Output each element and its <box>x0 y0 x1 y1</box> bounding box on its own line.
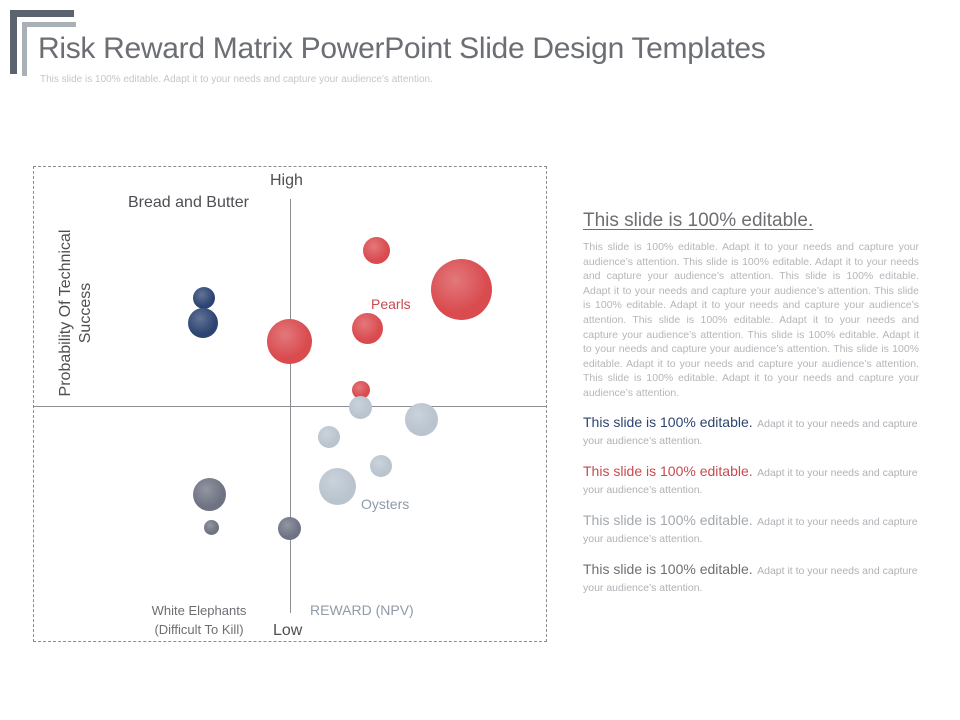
legend-item-3: This slide is 100% editable. Adapt it to… <box>583 511 919 548</box>
legend-item-4: This slide is 100% editable. Adapt it to… <box>583 560 919 597</box>
bubble-navy <box>188 308 218 338</box>
bubble-light-gray <box>370 455 392 477</box>
legend-item-2: This slide is 100% editable. Adapt it to… <box>583 462 919 499</box>
corner-accent <box>22 22 76 27</box>
panel-body-text: This slide is 100% editable. Adapt it to… <box>583 241 919 399</box>
item-heading: This slide is 100% editable. <box>583 511 753 528</box>
quadrant-label-white-elephants: White Elephants (Difficult To Kill) <box>151 603 247 637</box>
bubble-light-gray <box>349 396 372 419</box>
risk-reward-matrix: High Low Bread and Butter Pearls Oysters… <box>33 166 547 642</box>
slide-title: Risk Reward Matrix PowerPoint Slide Desi… <box>38 32 766 65</box>
bubble-red <box>267 319 312 364</box>
legend-item-1: This slide is 100% editable. Adapt it to… <box>583 413 919 450</box>
item-heading: This slide is 100% editable. <box>583 560 753 577</box>
horizontal-axis <box>34 406 546 407</box>
x-axis-label: REWARD (NPV) <box>310 602 414 618</box>
corner-accent <box>10 10 17 74</box>
item-text: Adapt it to your needs and capture your … <box>583 515 918 546</box>
high-label: High <box>270 172 303 189</box>
bubble-red <box>352 381 370 399</box>
bubble-red <box>363 237 390 264</box>
item-text: Adapt it to your needs and capture your … <box>583 466 918 497</box>
slide-subtitle: This slide is 100% editable. Adapt it to… <box>40 74 433 85</box>
quadrant-label-oysters: Oysters <box>361 496 410 512</box>
bubble-red <box>431 259 492 320</box>
item-text: Adapt it to your needs and capture your … <box>583 564 918 595</box>
quadrant-label-bread-and-butter: Bread and Butter <box>128 194 249 211</box>
panel-heading: This slide is 100% editable. <box>583 210 814 231</box>
bubble-dark-gray <box>204 520 219 535</box>
item-text: Adapt it to your needs and capture your … <box>583 417 918 448</box>
y-axis-label: Probability Of Technical Success <box>57 229 94 397</box>
item-heading: This slide is 100% editable. <box>583 462 753 479</box>
bubble-dark-gray <box>193 478 226 511</box>
low-label: Low <box>273 622 303 639</box>
bubble-light-gray <box>405 403 438 436</box>
description-panel: This slide is 100% editable. This slide … <box>583 210 919 597</box>
bubble-light-gray <box>319 468 356 505</box>
quadrant-label-pearls: Pearls <box>371 296 411 312</box>
bubble-light-gray <box>318 426 340 448</box>
bubble-navy <box>193 287 215 309</box>
corner-accent <box>22 22 27 76</box>
bubble-dark-gray <box>278 517 301 540</box>
bubble-red <box>352 313 383 344</box>
corner-accent <box>10 10 74 17</box>
item-heading: This slide is 100% editable. <box>583 413 753 430</box>
